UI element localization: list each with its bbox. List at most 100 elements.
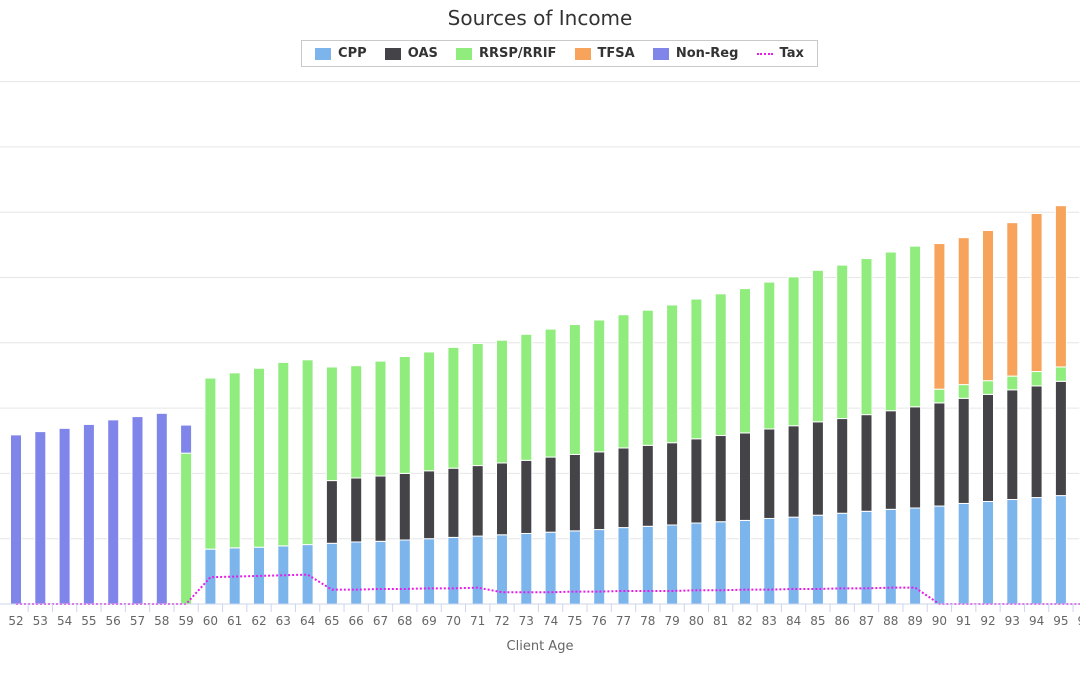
- bar-cpp-93[interactable]: [1006, 499, 1019, 605]
- bar-rrsp-rrif-77[interactable]: [617, 314, 630, 449]
- bar-oas-71[interactable]: [471, 465, 484, 537]
- bar-rrsp-rrif-60[interactable]: [204, 377, 217, 550]
- bar-rrsp-rrif-90[interactable]: [933, 388, 946, 404]
- legend-item-cpp[interactable]: CPP: [315, 46, 367, 61]
- bar-non-reg-59[interactable]: [180, 424, 193, 454]
- bar-rrsp-rrif-73[interactable]: [520, 333, 533, 461]
- bar-rrsp-rrif-68[interactable]: [398, 356, 411, 474]
- bar-oas-87[interactable]: [860, 414, 873, 512]
- bar-tfsa-91[interactable]: [957, 237, 970, 386]
- bar-cpp-82[interactable]: [739, 519, 751, 605]
- bar-oas-94[interactable]: [1030, 385, 1043, 499]
- bar-oas-91[interactable]: [957, 397, 970, 504]
- bar-rrsp-rrif-76[interactable]: [593, 319, 606, 453]
- bar-oas-93[interactable]: [1006, 389, 1019, 501]
- bar-non-reg-55[interactable]: [82, 423, 95, 605]
- bar-cpp-83[interactable]: [763, 517, 776, 605]
- bar-rrsp-rrif-67[interactable]: [374, 360, 387, 477]
- bar-rrsp-rrif-89[interactable]: [909, 245, 922, 408]
- bar-cpp-62[interactable]: [253, 546, 265, 605]
- bar-oas-77[interactable]: [617, 447, 630, 529]
- bar-non-reg-56[interactable]: [107, 419, 120, 605]
- bar-cpp-74[interactable]: [544, 531, 557, 605]
- bar-oas-76[interactable]: [593, 451, 606, 531]
- bar-cpp-69[interactable]: [423, 538, 436, 605]
- bar-cpp-61[interactable]: [228, 547, 241, 605]
- bar-cpp-94[interactable]: [1030, 497, 1043, 605]
- bar-rrsp-rrif-71[interactable]: [471, 342, 484, 467]
- bar-rrsp-rrif-81[interactable]: [714, 293, 727, 437]
- bar-oas-73[interactable]: [520, 459, 533, 534]
- bar-non-reg-53[interactable]: [34, 431, 47, 605]
- bar-oas-67[interactable]: [374, 475, 387, 542]
- legend-item-nonreg[interactable]: Non-Reg: [652, 46, 738, 61]
- bar-cpp-65[interactable]: [325, 542, 338, 605]
- bar-cpp-72[interactable]: [496, 534, 508, 605]
- legend-item-rrsp[interactable]: RRSP/RRIF: [456, 46, 556, 61]
- bar-oas-78[interactable]: [641, 444, 654, 527]
- bar-oas-86[interactable]: [836, 418, 849, 514]
- bar-cpp-68[interactable]: [398, 539, 411, 605]
- bar-cpp-85[interactable]: [811, 514, 824, 605]
- bar-cpp-88[interactable]: [884, 508, 897, 605]
- bar-cpp-92[interactable]: [982, 500, 994, 605]
- bar-rrsp-rrif-92[interactable]: [982, 380, 994, 395]
- bar-cpp-90[interactable]: [933, 505, 946, 605]
- bar-non-reg-57[interactable]: [131, 416, 144, 605]
- bar-tfsa-90[interactable]: [933, 243, 946, 390]
- bar-cpp-63[interactable]: [277, 545, 290, 605]
- bar-cpp-66[interactable]: [350, 541, 363, 605]
- bar-rrsp-rrif-65[interactable]: [325, 366, 338, 482]
- bar-cpp-78[interactable]: [641, 525, 654, 605]
- bar-rrsp-rrif-87[interactable]: [860, 258, 873, 416]
- bar-non-reg-52[interactable]: [10, 434, 22, 605]
- bar-oas-80[interactable]: [690, 438, 703, 524]
- bar-oas-79[interactable]: [666, 442, 679, 526]
- bar-cpp-84[interactable]: [787, 516, 800, 605]
- bar-rrsp-rrif-64[interactable]: [301, 359, 314, 546]
- bar-cpp-86[interactable]: [836, 512, 849, 605]
- bar-rrsp-rrif-83[interactable]: [763, 281, 776, 430]
- bar-non-reg-58[interactable]: [155, 412, 168, 605]
- bar-cpp-60[interactable]: [204, 548, 217, 605]
- bar-oas-95[interactable]: [1054, 380, 1067, 497]
- bar-non-reg-54[interactable]: [58, 427, 71, 605]
- bar-cpp-77[interactable]: [617, 527, 630, 605]
- bar-cpp-76[interactable]: [593, 529, 606, 605]
- bar-tfsa-92[interactable]: [982, 229, 994, 382]
- bar-oas-65[interactable]: [325, 480, 338, 544]
- legend-item-tax[interactable]: Tax: [756, 46, 804, 61]
- bar-rrsp-rrif-72[interactable]: [496, 339, 508, 464]
- bar-cpp-91[interactable]: [957, 502, 970, 605]
- bar-cpp-73[interactable]: [520, 532, 533, 605]
- legend-item-tfsa[interactable]: TFSA: [574, 46, 635, 61]
- bar-oas-82[interactable]: [739, 432, 751, 521]
- bar-rrsp-rrif-82[interactable]: [739, 288, 751, 434]
- bar-tfsa-95[interactable]: [1054, 205, 1067, 368]
- bar-cpp-95[interactable]: [1054, 495, 1067, 605]
- bar-rrsp-rrif-75[interactable]: [568, 324, 581, 455]
- bar-cpp-67[interactable]: [374, 540, 387, 605]
- bar-cpp-80[interactable]: [690, 522, 703, 605]
- bar-rrsp-rrif-80[interactable]: [690, 298, 703, 440]
- bar-rrsp-rrif-59[interactable]: [180, 452, 193, 605]
- bar-oas-72[interactable]: [496, 462, 508, 536]
- bar-oas-84[interactable]: [787, 425, 800, 518]
- bar-oas-70[interactable]: [447, 467, 460, 538]
- bar-cpp-70[interactable]: [447, 536, 460, 605]
- bar-rrsp-rrif-69[interactable]: [423, 351, 436, 472]
- bar-rrsp-rrif-62[interactable]: [253, 367, 265, 548]
- bar-oas-68[interactable]: [398, 472, 411, 541]
- bar-oas-92[interactable]: [982, 393, 994, 502]
- bar-tfsa-94[interactable]: [1030, 213, 1043, 373]
- bar-rrsp-rrif-94[interactable]: [1030, 371, 1043, 387]
- bar-oas-75[interactable]: [568, 453, 581, 532]
- bar-tfsa-93[interactable]: [1006, 222, 1019, 377]
- bar-rrsp-rrif-70[interactable]: [447, 346, 460, 469]
- bar-oas-81[interactable]: [714, 435, 727, 523]
- bar-oas-66[interactable]: [350, 477, 363, 543]
- bar-rrsp-rrif-63[interactable]: [277, 361, 290, 547]
- bar-rrsp-rrif-84[interactable]: [787, 276, 800, 427]
- bar-cpp-64[interactable]: [301, 544, 314, 605]
- bar-oas-85[interactable]: [811, 421, 824, 516]
